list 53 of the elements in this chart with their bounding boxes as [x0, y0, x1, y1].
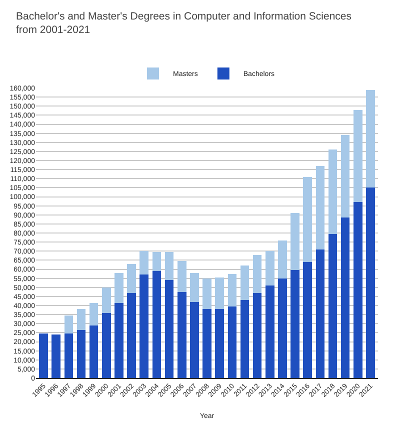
bar: [228, 274, 237, 306]
bar: [190, 302, 199, 378]
bar: [328, 150, 338, 234]
bar: [152, 271, 162, 378]
bar: [353, 202, 362, 378]
bar: [340, 135, 350, 218]
bar: [366, 188, 375, 378]
bar: [64, 334, 74, 378]
bar: [140, 274, 149, 378]
bar: [316, 166, 325, 250]
bar: [177, 261, 186, 292]
bar: [240, 300, 250, 378]
bar: [164, 280, 174, 378]
bar: [290, 270, 300, 378]
bar: [240, 266, 250, 300]
bar: [114, 302, 124, 378]
bar: [152, 252, 162, 272]
bar: [102, 287, 111, 313]
bar: [303, 262, 312, 378]
bar: [303, 176, 312, 262]
bar: [39, 334, 48, 378]
bar: [177, 292, 186, 378]
bar: [76, 330, 86, 378]
bar: [190, 272, 199, 302]
bar: [228, 306, 237, 378]
bar: [164, 252, 174, 280]
bar: [353, 110, 362, 202]
bar: [202, 278, 212, 310]
bar: [127, 292, 136, 378]
chart-title: Bachelor's and Master's Degrees in Computer and Information Sciences from 2001-2021: [16, 10, 352, 36]
bar: [64, 315, 74, 334]
bar: [252, 292, 262, 378]
bar: [316, 249, 325, 378]
bar: [114, 272, 124, 303]
bar: [89, 325, 98, 378]
bar: [265, 286, 274, 378]
bar: [215, 277, 224, 310]
bar: [140, 251, 149, 275]
bar: [89, 302, 98, 326]
bar: [202, 309, 212, 378]
bar: [127, 264, 136, 293]
bar: [102, 312, 111, 378]
bar: [76, 309, 86, 330]
bar: [328, 234, 338, 378]
bar: [340, 218, 350, 378]
bar: [52, 334, 61, 378]
bar: [366, 90, 375, 188]
bar: [290, 213, 300, 270]
bar: [265, 251, 274, 286]
bar: [278, 240, 287, 278]
bar: [252, 254, 262, 293]
bar: [278, 278, 287, 378]
bar: [215, 309, 224, 378]
